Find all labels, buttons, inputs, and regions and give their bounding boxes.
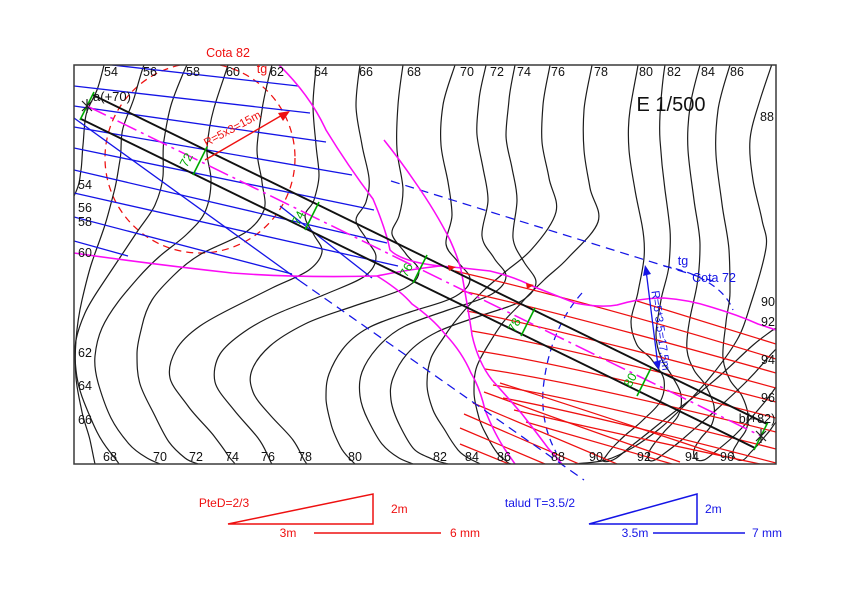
- svg-text:84: 84: [465, 450, 479, 464]
- svg-text:90: 90: [589, 450, 603, 464]
- svg-text:82: 82: [667, 65, 681, 79]
- svg-text:88: 88: [760, 110, 774, 124]
- svg-text:88: 88: [551, 450, 565, 464]
- svg-text:74: 74: [517, 65, 531, 79]
- svg-text:68: 68: [407, 65, 421, 79]
- svg-text:80: 80: [639, 65, 653, 79]
- svg-text:80: 80: [348, 450, 362, 464]
- svg-text:54: 54: [78, 178, 92, 192]
- svg-text:2m: 2m: [705, 502, 722, 516]
- svg-text:a(+70): a(+70): [93, 89, 131, 104]
- svg-text:70: 70: [460, 65, 474, 79]
- svg-text:78: 78: [298, 450, 312, 464]
- svg-text:6 mm: 6 mm: [450, 526, 480, 540]
- svg-text:72: 72: [177, 151, 196, 170]
- svg-text:74: 74: [225, 450, 239, 464]
- svg-text:talud T=3.5/2: talud T=3.5/2: [505, 496, 575, 510]
- svg-text:90: 90: [761, 295, 775, 309]
- svg-text:E 1/500: E 1/500: [637, 94, 706, 116]
- svg-text:70: 70: [153, 450, 167, 464]
- svg-text:64: 64: [314, 65, 328, 79]
- svg-text:54: 54: [104, 65, 118, 79]
- svg-text:68: 68: [103, 450, 117, 464]
- svg-text:62: 62: [270, 65, 284, 79]
- svg-text:94: 94: [761, 353, 775, 367]
- svg-text:84: 84: [701, 65, 715, 79]
- svg-text:tg: tg: [678, 254, 688, 268]
- svg-text:3m: 3m: [280, 526, 297, 540]
- svg-text:3.5m: 3.5m: [622, 526, 649, 540]
- svg-text:76: 76: [261, 450, 275, 464]
- svg-text:96: 96: [720, 450, 734, 464]
- svg-text:72: 72: [490, 65, 504, 79]
- svg-text:66: 66: [78, 413, 92, 427]
- svg-text:80: 80: [621, 371, 640, 390]
- svg-text:b(+82): b(+82): [739, 412, 775, 426]
- svg-text:Cota 82: Cota 82: [206, 46, 250, 60]
- svg-text:58: 58: [186, 65, 200, 79]
- svg-text:76: 76: [397, 261, 416, 280]
- svg-text:78: 78: [594, 65, 608, 79]
- svg-text:86: 86: [497, 450, 511, 464]
- svg-text:82: 82: [433, 450, 447, 464]
- svg-text:64: 64: [78, 379, 92, 393]
- svg-text:7 mm: 7 mm: [752, 526, 782, 540]
- svg-text:92: 92: [761, 315, 775, 329]
- svg-text:56: 56: [78, 201, 92, 215]
- svg-text:66: 66: [359, 65, 373, 79]
- svg-text:86: 86: [730, 65, 744, 79]
- svg-text:58: 58: [78, 215, 92, 229]
- svg-text:2m: 2m: [391, 502, 408, 516]
- svg-text:62: 62: [78, 346, 92, 360]
- svg-text:tg: tg: [257, 62, 267, 76]
- svg-text:78: 78: [505, 316, 524, 335]
- svg-text:Cota 72: Cota 72: [692, 271, 736, 285]
- svg-text:60: 60: [226, 65, 240, 79]
- svg-text:94: 94: [685, 450, 699, 464]
- svg-text:56: 56: [143, 65, 157, 79]
- svg-text:PteD=2/3: PteD=2/3: [199, 496, 250, 510]
- svg-text:60: 60: [78, 246, 92, 260]
- svg-text:74: 74: [289, 209, 308, 228]
- svg-text:72: 72: [189, 450, 203, 464]
- svg-text:76: 76: [551, 65, 565, 79]
- svg-text:92: 92: [637, 450, 651, 464]
- svg-text:96: 96: [761, 391, 775, 405]
